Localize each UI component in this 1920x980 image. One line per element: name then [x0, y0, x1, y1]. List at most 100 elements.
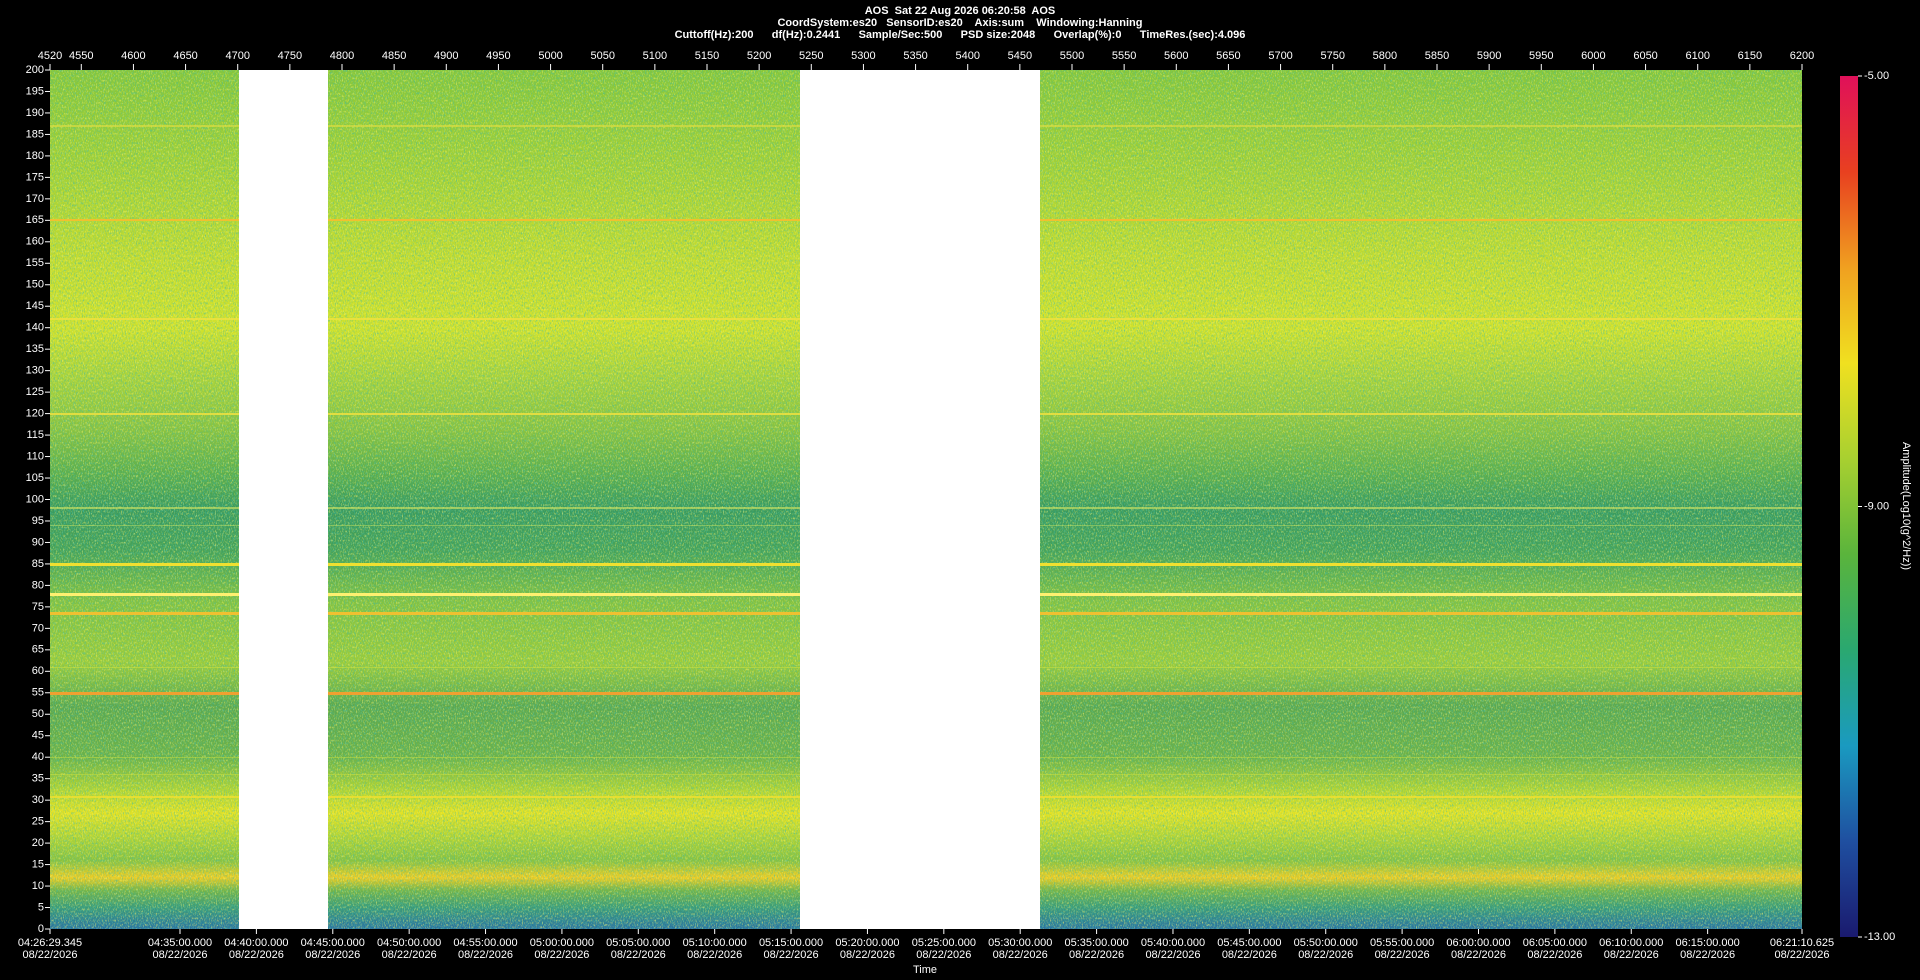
- x-tick-label: 5250: [799, 50, 823, 62]
- y-tick-label: 25: [32, 816, 44, 828]
- y-tick-label: 100: [26, 493, 44, 505]
- x-tick-label: 5900: [1477, 50, 1501, 62]
- x-tick-label: 5400: [955, 50, 979, 62]
- time-tick-date: 08/22/2026: [1069, 949, 1124, 961]
- x-tick-label: 5500: [1060, 50, 1084, 62]
- x-tick-label: 4750: [278, 50, 302, 62]
- x-tick-label: 4700: [225, 50, 249, 62]
- x-tick-label: 5150: [695, 50, 719, 62]
- time-tick-label: 06:00:00.000: [1446, 937, 1510, 949]
- x-tick-label: 4650: [173, 50, 197, 62]
- time-tick-date: 08/22/2026: [1774, 949, 1829, 961]
- y-tick-label: 85: [32, 558, 44, 570]
- x-tick-label: 6100: [1685, 50, 1709, 62]
- x-tick-label: 4550: [69, 50, 93, 62]
- time-tick-label: 05:50:00.000: [1294, 937, 1358, 949]
- time-tick-date: 08/22/2026: [1375, 949, 1430, 961]
- time-tick-date: 08/22/2026: [1451, 949, 1506, 961]
- x-tick-label: 5950: [1529, 50, 1553, 62]
- y-tick-label: 60: [32, 665, 44, 677]
- time-tick-label: 05:15:00.000: [759, 937, 823, 949]
- x-tick-label: 5050: [590, 50, 614, 62]
- time-tick-date: 08/22/2026: [916, 949, 971, 961]
- x-tick-label: 6000: [1581, 50, 1605, 62]
- time-tick-date: 08/22/2026: [382, 949, 437, 961]
- x-tick-label: 4950: [486, 50, 510, 62]
- y-tick-label: 5: [38, 901, 44, 913]
- time-tick-date: 08/22/2026: [534, 949, 589, 961]
- y-tick-label: 20: [32, 837, 44, 849]
- y-tick-label: 175: [26, 171, 44, 183]
- time-tick-label: 06:15:00.000: [1676, 937, 1740, 949]
- colorbar: [1840, 76, 1858, 937]
- time-tick-label: 05:30:00.000: [988, 937, 1052, 949]
- y-tick-label: 55: [32, 687, 44, 699]
- y-tick-label: 195: [26, 85, 44, 97]
- time-tick-date: 08/22/2026: [229, 949, 284, 961]
- chart-subtitle: CoordSystem:es20 SensorID:es20 Axis:sum …: [777, 17, 1142, 29]
- time-tick-date: 08/22/2026: [764, 949, 819, 961]
- y-tick-label: 150: [26, 279, 44, 291]
- x-tick-label: 4600: [121, 50, 145, 62]
- time-tick-date: 08/22/2026: [1222, 949, 1277, 961]
- time-tick-date: 08/22/2026: [458, 949, 513, 961]
- y-tick-label: 65: [32, 644, 44, 656]
- time-tick-label: 04:45:00.000: [301, 937, 365, 949]
- x-tick-label: 5750: [1320, 50, 1344, 62]
- time-tick-label: 06:05:00.000: [1523, 937, 1587, 949]
- y-tick-label: 90: [32, 536, 44, 548]
- time-tick-label: 06:10:00.000: [1599, 937, 1663, 949]
- y-tick-label: 80: [32, 579, 44, 591]
- y-tick-label: 105: [26, 472, 44, 484]
- x-tick-label: 4520: [38, 50, 62, 62]
- time-tick-date: 08/22/2026: [687, 949, 742, 961]
- y-tick-label: 75: [32, 601, 44, 613]
- time-tick-date: 08/22/2026: [611, 949, 666, 961]
- y-tick-label: 15: [32, 858, 44, 870]
- time-tick-label: 05:35:00.000: [1064, 937, 1128, 949]
- y-tick-label: 0: [38, 923, 44, 935]
- y-tick-label: 125: [26, 386, 44, 398]
- x-tick-label: 4850: [382, 50, 406, 62]
- time-tick-label: 05:05:00.000: [606, 937, 670, 949]
- x-tick-label: 5450: [1008, 50, 1032, 62]
- x-tick-label: 6050: [1633, 50, 1657, 62]
- x-tick-label: 6150: [1738, 50, 1762, 62]
- x-tick-label: 5650: [1216, 50, 1240, 62]
- y-tick-label: 155: [26, 257, 44, 269]
- colorbar-tick-label: -5.00: [1864, 70, 1889, 82]
- time-tick-date: 08/22/2026: [152, 949, 207, 961]
- y-tick-label: 180: [26, 150, 44, 162]
- y-tick-label: 170: [26, 193, 44, 205]
- colorbar-tick-label: -13.00: [1864, 931, 1895, 943]
- y-tick-label: 30: [32, 794, 44, 806]
- y-tick-label: 115: [26, 429, 44, 441]
- y-tick-label: 95: [32, 515, 44, 527]
- y-tick-label: 165: [26, 214, 44, 226]
- time-tick-date: 08/22/2026: [1527, 949, 1582, 961]
- x-tick-label: 5700: [1268, 50, 1292, 62]
- y-tick-label: 10: [32, 880, 44, 892]
- time-tick-label: 05:25:00.000: [912, 937, 976, 949]
- time-tick-label: 05:45:00.000: [1217, 937, 1281, 949]
- time-tick-date: 08/22/2026: [1145, 949, 1200, 961]
- time-tick-label: 05:55:00.000: [1370, 937, 1434, 949]
- spectrogram-image: [50, 70, 1802, 929]
- y-tick-label: 145: [26, 300, 44, 312]
- time-tick-date: 08/22/2026: [1680, 949, 1735, 961]
- x-tick-label: 5300: [851, 50, 875, 62]
- y-tick-label: 135: [26, 343, 44, 355]
- x-tick-label: 4800: [330, 50, 354, 62]
- time-tick-label: 05:20:00.000: [835, 937, 899, 949]
- x-tick-label: 5800: [1373, 50, 1397, 62]
- y-tick-label: 45: [32, 730, 44, 742]
- time-tick-date: 08/22/2026: [1298, 949, 1353, 961]
- time-tick-label: 04:40:00.000: [224, 937, 288, 949]
- x-tick-label: 4900: [434, 50, 458, 62]
- time-tick-label: 04:26:29.345: [18, 937, 82, 949]
- y-tick-label: 200: [26, 64, 44, 76]
- y-tick-label: 140: [26, 322, 44, 334]
- x-axis-label: Time: [913, 964, 937, 976]
- x-tick-label: 5850: [1425, 50, 1449, 62]
